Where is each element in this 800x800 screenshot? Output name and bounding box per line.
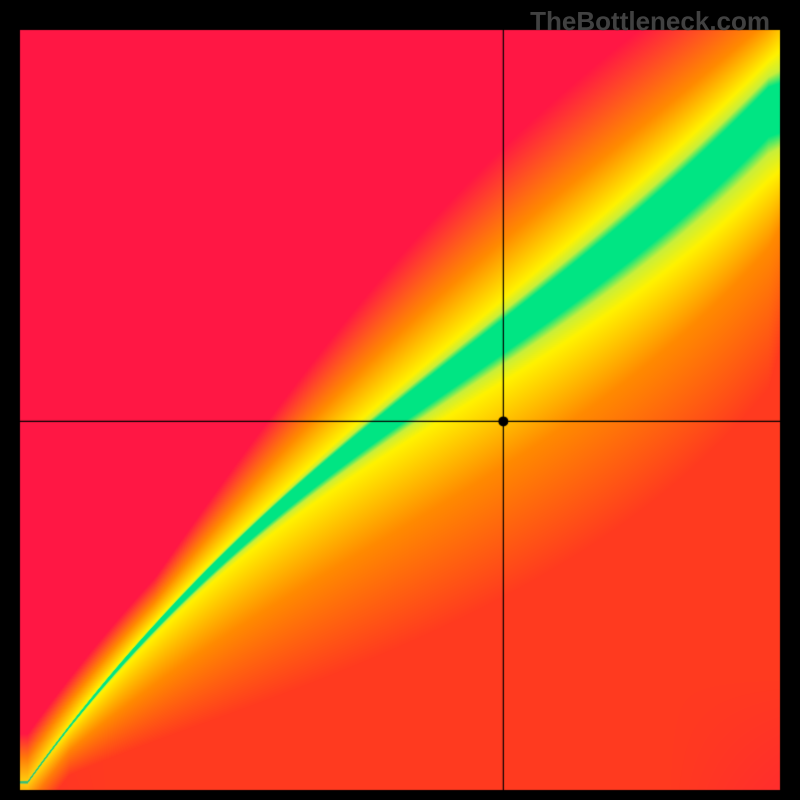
bottleneck-heatmap <box>0 0 800 800</box>
watermark-label: TheBottleneck.com <box>530 6 770 37</box>
chart-container: TheBottleneck.com <box>0 0 800 800</box>
